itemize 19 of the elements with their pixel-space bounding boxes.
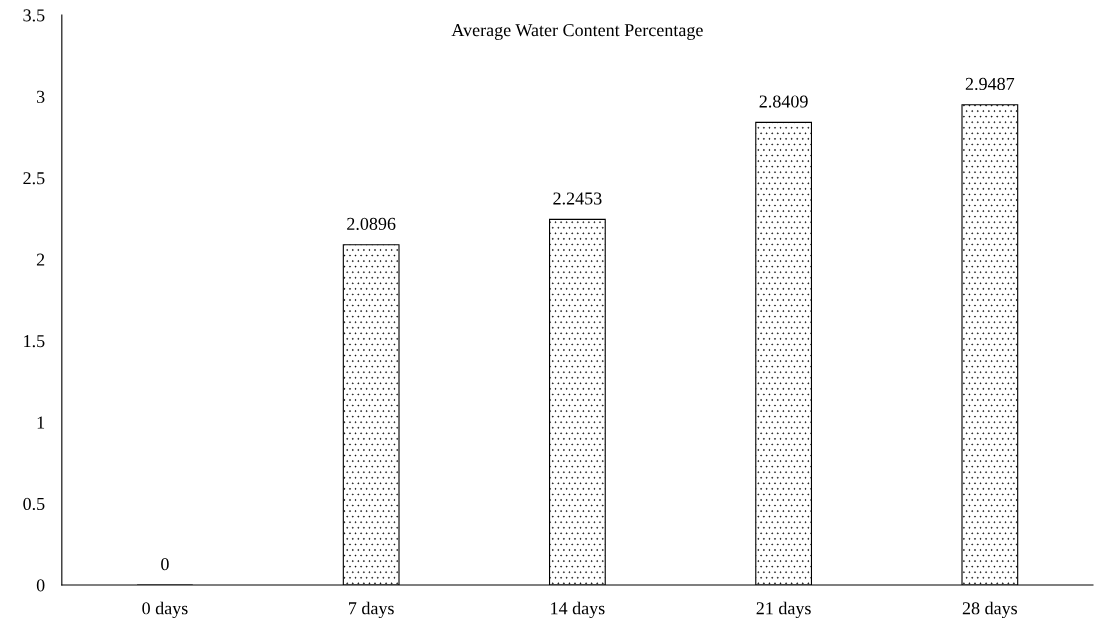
chart-title: Average Water Content Percentage	[451, 24, 703, 40]
x-tick-label: 14 days	[551, 601, 605, 619]
y-tick-label: 2.5	[23, 172, 45, 185]
x-tick-label: 21 days	[756, 601, 811, 619]
y-tick-label: 3.5	[23, 9, 45, 22]
x-tick-label: 7 days	[349, 601, 394, 619]
y-tick-label: 2	[36, 253, 45, 266]
y-tick-label: 0.5	[23, 497, 45, 511]
x-tick-label: 28 days	[962, 601, 1018, 619]
y-tick-label: 3	[36, 90, 45, 103]
data-label: 2.0896	[347, 217, 396, 230]
data-label: 2.9487	[965, 77, 1015, 91]
data-label: 0	[161, 558, 169, 571]
y-tick-label: 0	[36, 579, 45, 592]
y-tick-label: 1	[37, 416, 45, 429]
data-label: 2.8409	[759, 95, 808, 108]
y-tick-label: 1.5	[24, 335, 45, 348]
data-label: 2.2453	[553, 192, 602, 205]
x-tick-label: 0 days	[142, 601, 188, 619]
